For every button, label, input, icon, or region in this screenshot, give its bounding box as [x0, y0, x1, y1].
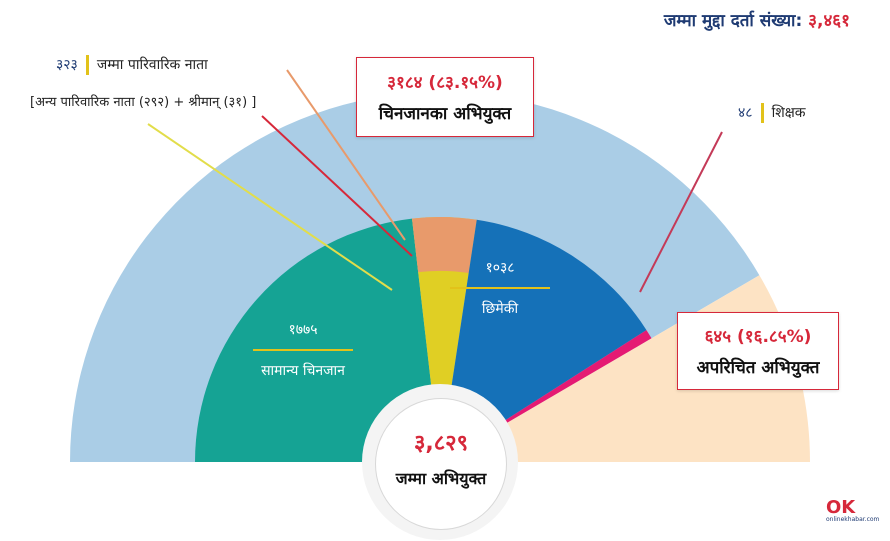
- family-label: जम्मा पारिवारिक नाता: [96, 57, 208, 73]
- leader-family: [147, 123, 393, 291]
- neighbor-value: १०३८: [485, 260, 515, 276]
- family-sub-label: [अन्य पारिवारिक नाता (२९२) + श्रीमान् (३…: [30, 95, 257, 110]
- family-value: ३२३: [56, 57, 78, 73]
- leader-family-top: [286, 69, 406, 241]
- known-accused-label: चिनजानका अभियुक्त: [378, 104, 512, 124]
- acquaint-rule: [253, 349, 353, 351]
- acquaint-label: सामान्य चिनजान: [261, 363, 345, 379]
- legend-bar: [85, 55, 89, 75]
- total-cases-label: जम्मा मुद्दा दर्ता संख्या:: [663, 11, 803, 31]
- total-accused-label: जम्मा अभियुक्त: [395, 469, 487, 488]
- onlinekhabar-logo: OK onlinekhabar.com: [826, 497, 880, 527]
- known-accused-value: ३१८४ (८३.१५%): [387, 73, 503, 93]
- inner-wedge-neighbor: [440, 219, 647, 462]
- logo-text: onlinekhabar.com: [826, 516, 880, 523]
- acquaint-label-block: १७७५ सामान्य चिनजान: [248, 320, 358, 380]
- total-accused-value: ३,८२९: [413, 431, 469, 456]
- inner-wedge-family: [412, 217, 477, 462]
- total-accused-circle: ३,८२९ जम्मा अभियुक्त: [375, 398, 507, 530]
- neighbor-label: छिमेकी: [481, 301, 519, 317]
- neighbor-label-block: १०३८ छिमेकी: [445, 258, 555, 318]
- leader-known: [261, 115, 413, 257]
- stranger-accused-label: अपरिचित अभियुक्त: [696, 358, 820, 378]
- teacher-legend: ४८ शिक्षक: [738, 103, 806, 123]
- total-cases-line: जम्मा मुद्दा दर्ता संख्या: ३,४६१: [664, 8, 850, 31]
- stranger-accused-box: ६४५ (१६.८५%) अपरिचित अभियुक्त: [677, 312, 839, 390]
- leader-teacher: [639, 131, 723, 293]
- legend-bar: [760, 103, 764, 123]
- teacher-label: शिक्षक: [771, 105, 806, 121]
- inner-wedge-family-outer-band: [412, 217, 477, 274]
- logo-mark: OK: [826, 497, 856, 518]
- inner-wedge-acquaint: [195, 218, 440, 462]
- neighbor-rule: [450, 287, 550, 289]
- known-accused-box: ३१८४ (८३.१५%) चिनजानका अभियुक्त: [356, 57, 534, 137]
- teacher-value: ४८: [738, 105, 753, 121]
- stranger-accused-value: ६४५ (१६.८५%): [704, 327, 812, 347]
- total-cases-value: ३,४६१: [808, 11, 850, 31]
- family-legend: ३२३ जम्मा पारिवारिक नाता: [56, 55, 208, 75]
- acquaint-value: १७७५: [288, 322, 318, 338]
